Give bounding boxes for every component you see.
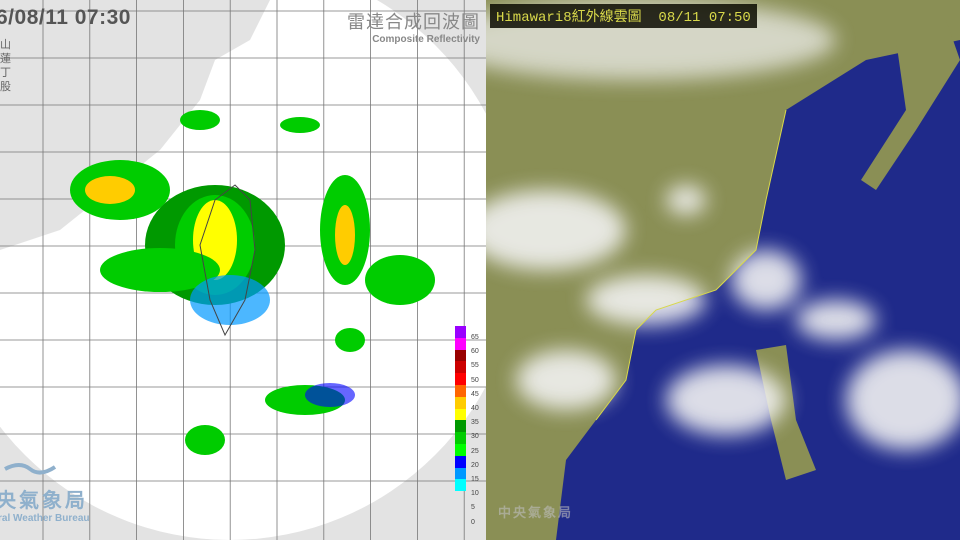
satellite-title: Himawari8紅外線雲圖 08/11 07:50 — [490, 4, 757, 28]
legend-label: 35 — [471, 419, 479, 427]
cwb-wave-icon — [4, 463, 57, 475]
legend-swatch — [455, 479, 466, 492]
legend-swatch — [455, 349, 466, 362]
legend-label: 15 — [471, 476, 479, 483]
legend-swatch — [455, 337, 466, 350]
satellite-image — [486, 0, 960, 540]
legend-label: 65 — [471, 334, 479, 341]
legend-label: 25 — [471, 447, 479, 455]
station-labels: 山 蓮 丁 股 — [0, 38, 11, 94]
china-coast — [0, 0, 270, 250]
coastline — [595, 109, 787, 421]
legend-swatch — [455, 443, 466, 456]
radar-title: 雷達合成回波圖 Composite Reflectivity — [347, 8, 480, 45]
legend-label: 10 — [471, 490, 479, 498]
legend-swatch — [455, 467, 466, 480]
legend-label: 5 — [471, 504, 475, 512]
station-label: 蓮 — [0, 53, 11, 65]
station-label: 丁 — [0, 67, 11, 79]
legend-swatch — [455, 384, 466, 397]
asia-landmass — [486, 0, 960, 540]
legend-swatch — [455, 373, 466, 385]
legend-swatch — [455, 326, 466, 338]
legend-label: 50 — [471, 376, 479, 384]
legend-label: 55 — [471, 362, 479, 370]
satellite-watermark: 中央氣象局 — [498, 505, 574, 520]
cwb-logo: 央氣象局 ral Weather Bureau — [0, 455, 90, 524]
satellite-panel: Himawari8紅外線雲圖 08/11 07:50 中央氣象局 — [486, 0, 960, 540]
legend-label: 20 — [471, 461, 479, 469]
reflectivity-legend: 65 60 55 50 45 40 35 30 25 20 15 10 5 0 — [455, 326, 479, 526]
legend-label: 0 — [471, 518, 475, 526]
station-label: 山 — [0, 39, 11, 51]
legend-swatch — [455, 455, 466, 468]
radar-timestamp: 6/08/11 07:30 — [0, 6, 131, 29]
radar-panel: 6/08/11 07:30 雷達合成回波圖 Composite Reflecti… — [0, 0, 486, 540]
legend-label: 30 — [471, 433, 479, 441]
legend-label: 40 — [471, 405, 479, 412]
cwb-name-zh: 央氣象局 — [0, 490, 88, 512]
radar-title-en: Composite Reflectivity — [372, 34, 480, 45]
radar-title-zh: 雷達合成回波圖 — [347, 12, 480, 32]
legend-swatch — [455, 408, 466, 421]
cwb-name-en: ral Weather Bureau — [0, 513, 90, 524]
station-label: 股 — [0, 81, 11, 93]
legend-swatch — [455, 361, 466, 374]
radar-map — [0, 0, 486, 540]
legend-label: 60 — [471, 348, 479, 356]
legend-swatch — [455, 432, 466, 444]
legend-swatch — [455, 420, 466, 433]
legend-swatch — [455, 396, 466, 409]
japan — [861, 20, 960, 190]
taiwan-outline — [199, 184, 256, 337]
legend-label: 45 — [471, 390, 479, 398]
